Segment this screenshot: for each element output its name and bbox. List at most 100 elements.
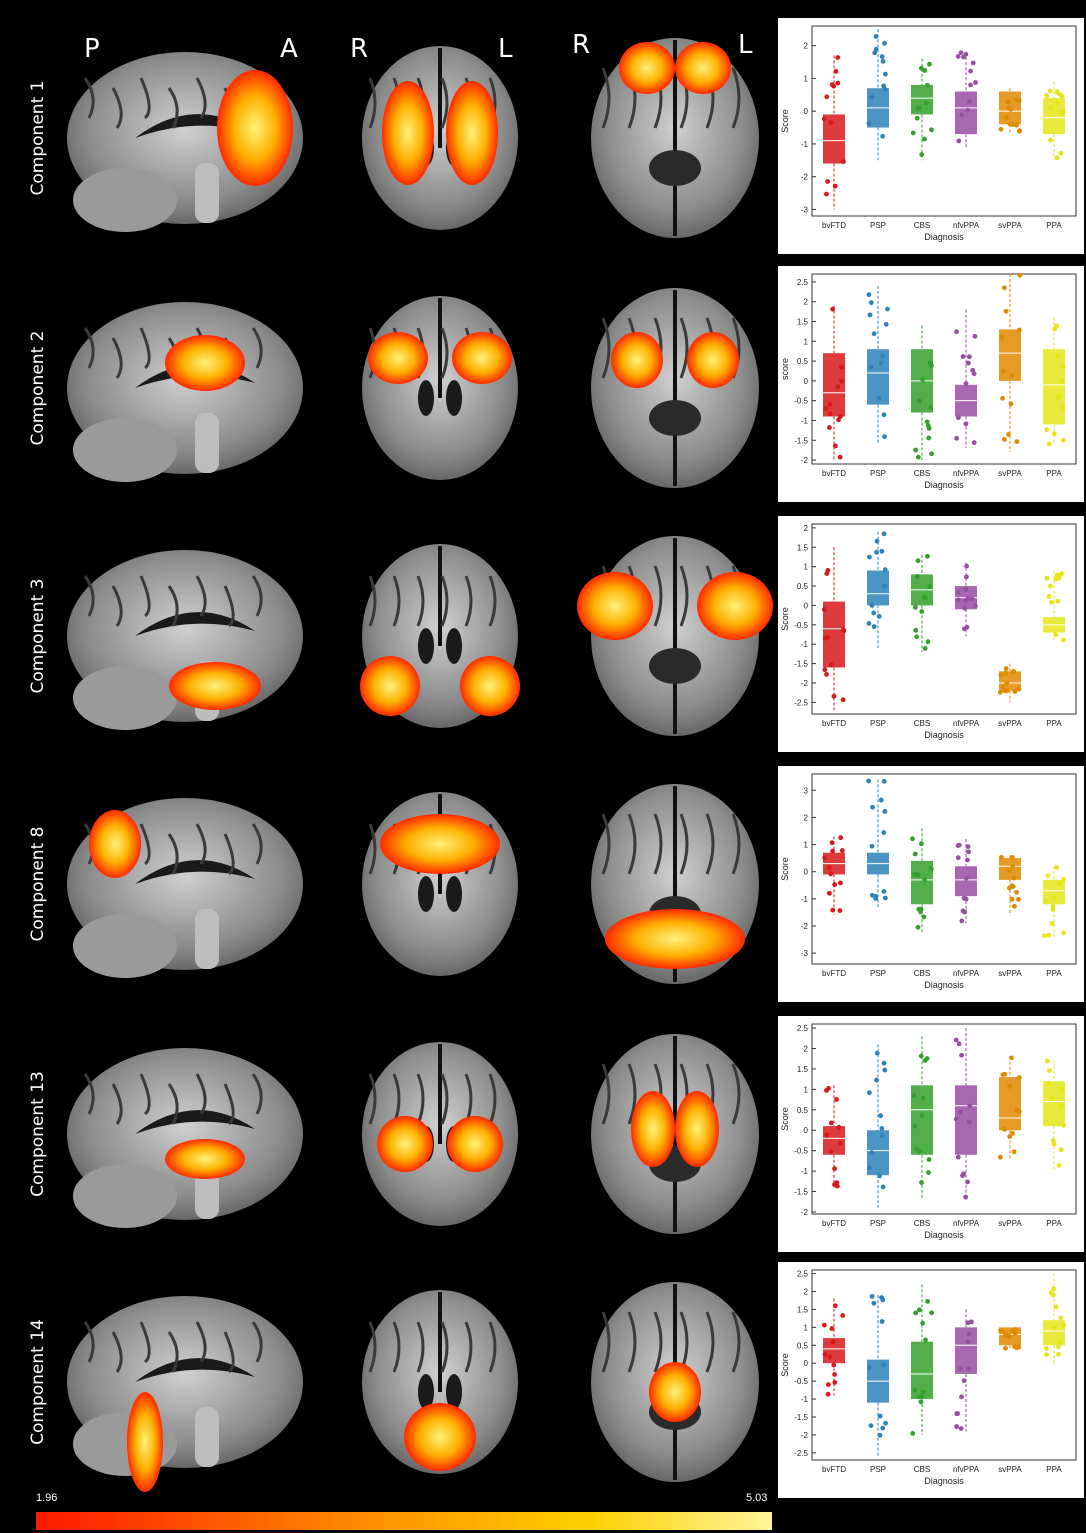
data-point: [1051, 431, 1057, 437]
data-point: [953, 1037, 959, 1043]
data-point: [967, 99, 972, 104]
data-point: [841, 159, 846, 165]
colorbar-min-label: 1.96: [36, 1492, 58, 1504]
data-point: [1047, 88, 1053, 94]
data-point: [1044, 1352, 1049, 1358]
data-point: [1001, 436, 1007, 442]
data-point: [915, 872, 921, 878]
data-point: [965, 844, 971, 850]
data-point: [962, 605, 968, 611]
data-point: [913, 605, 918, 610]
label-right-axial: R: [572, 30, 591, 60]
plot-area: [811, 1269, 1077, 1461]
data-point: [1014, 97, 1020, 103]
data-point: [840, 1313, 846, 1318]
data-point: [922, 595, 928, 601]
y-axis-label: Score: [780, 857, 790, 881]
data-point: [965, 1339, 971, 1345]
boxplot-svg: -3 -2 -1 0 1 2 Score bvFTD PSP CBS nfvPPA svPPA PPA D…: [778, 18, 1084, 254]
y-tick-label: 1: [804, 337, 809, 346]
box-iqr: [1043, 349, 1065, 425]
data-point: [966, 354, 972, 360]
data-point: [999, 854, 1004, 860]
data-point: [882, 40, 887, 46]
data-point: [881, 412, 887, 418]
y-tick-label: -0.5: [794, 1147, 808, 1156]
box-iqr: [823, 601, 845, 668]
data-point: [924, 1056, 930, 1061]
data-point: [963, 421, 969, 427]
data-point: [827, 411, 833, 417]
data-point: [1016, 1075, 1022, 1081]
data-point: [969, 1319, 974, 1325]
data-point: [917, 398, 922, 404]
data-point: [832, 1372, 837, 1377]
x-tick-label: CBS: [914, 221, 930, 230]
data-point: [972, 333, 978, 339]
data-point: [910, 836, 915, 842]
x-tick-label: nfvPPA: [953, 1465, 980, 1474]
data-point: [881, 83, 886, 89]
data-point: [929, 363, 934, 368]
data-point: [964, 563, 969, 569]
data-point: [882, 808, 888, 814]
y-tick-label: 0.5: [797, 1341, 809, 1350]
data-point: [1012, 1344, 1017, 1350]
data-point: [1056, 575, 1062, 581]
data-point: [835, 80, 841, 86]
data-point: [1003, 670, 1009, 676]
data-point: [914, 634, 920, 640]
data-point: [1059, 571, 1065, 577]
boxplot-4: -3 -2 -1 0 1 2 3 Score bvFTD PSP CBS nfvPPA svPPA PPA…: [778, 766, 1084, 1002]
data-point: [929, 1310, 935, 1316]
brain-views: [67, 784, 759, 984]
box-iqr: [823, 353, 845, 417]
boxplot-2: -2 -1.5 -1 -0.5 0 0.5 1 1.5 2 2.5 score bvFTD PSP CBS…: [778, 266, 1084, 502]
data-point: [829, 1326, 835, 1331]
box-bvFTD: [823, 305, 845, 461]
y-tick-label: -3: [801, 949, 809, 958]
data-point: [927, 61, 932, 67]
y-tick-label: -1: [801, 416, 809, 425]
data-point: [960, 1173, 965, 1178]
activation-blob: [169, 662, 261, 710]
box-svPPA: [997, 663, 1022, 703]
data-point: [973, 80, 978, 85]
data-point: [920, 1095, 926, 1101]
x-tick-label: nfvPPA: [953, 969, 980, 978]
x-tick-label: bvFTD: [822, 1219, 846, 1228]
y-tick-label: -1.5: [794, 660, 808, 669]
data-point: [958, 1426, 964, 1432]
data-point: [867, 554, 872, 560]
y-tick-label: -1: [801, 895, 809, 904]
activation-blob: [687, 332, 739, 388]
data-point: [869, 1150, 875, 1155]
data-point: [824, 191, 829, 197]
data-point: [1060, 364, 1066, 370]
data-point: [925, 639, 931, 645]
data-point: [866, 292, 872, 298]
data-point: [868, 1423, 874, 1429]
data-point: [914, 573, 920, 579]
y-tick-label: -0.5: [794, 1377, 808, 1386]
data-point: [965, 107, 971, 113]
y-tick-label: -1.5: [794, 1413, 808, 1422]
data-point: [832, 1166, 837, 1172]
data-point: [1005, 99, 1011, 105]
x-tick-label: svPPA: [998, 469, 1022, 478]
box-nfvPPA: [955, 50, 978, 148]
box-bvFTD: [822, 835, 845, 916]
data-point: [874, 549, 879, 555]
x-tick-label: bvFTD: [822, 469, 846, 478]
data-point: [1003, 666, 1009, 671]
data-point: [965, 595, 971, 601]
data-point: [1051, 1325, 1057, 1331]
data-point: [966, 1119, 972, 1125]
box-iqr: [823, 1126, 845, 1155]
data-point: [1007, 1084, 1013, 1089]
boxplot-svg: -2.5 -2 -1.5 -1 -0.5 0 0.5 1 1.5 2 2.5 Score bvFTD PS…: [778, 1262, 1084, 1498]
data-point: [1052, 895, 1058, 900]
x-axis-label: Diagnosis: [924, 980, 964, 990]
data-point: [879, 54, 885, 59]
data-point: [919, 1393, 925, 1399]
